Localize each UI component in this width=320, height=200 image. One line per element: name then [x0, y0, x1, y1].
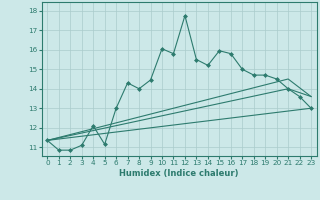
- X-axis label: Humidex (Indice chaleur): Humidex (Indice chaleur): [119, 169, 239, 178]
